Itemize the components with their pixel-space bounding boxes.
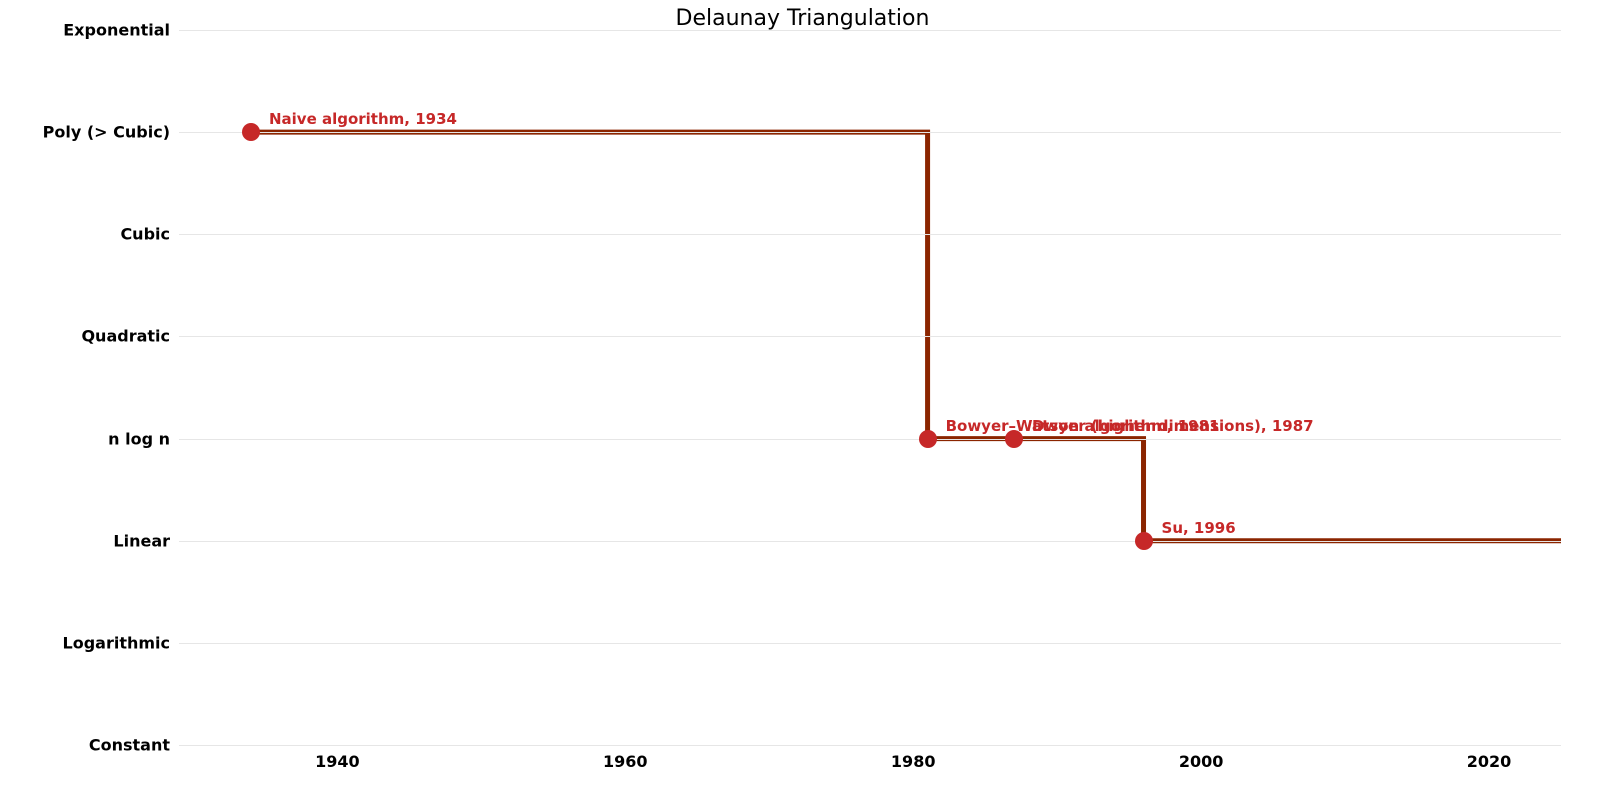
- data-point: [242, 123, 260, 141]
- gridline-y: [179, 643, 1561, 644]
- data-point-label: Naive algorithm, 1934: [269, 110, 457, 128]
- y-tick-label: Poly (> Cubic): [0, 123, 170, 142]
- data-point-label: Dwyer (higher dimensions), 1987: [1032, 417, 1314, 435]
- x-tick-label: 1940: [315, 752, 360, 771]
- gridline-y: [179, 541, 1561, 542]
- y-tick-label: Exponential: [0, 21, 170, 40]
- plot-svg: [0, 0, 1605, 795]
- x-tick-label: 1960: [603, 752, 648, 771]
- y-tick-label: Logarithmic: [0, 633, 170, 652]
- gridline-y: [179, 234, 1561, 235]
- x-tick-label: 2000: [1179, 752, 1224, 771]
- gridline-y: [179, 132, 1561, 133]
- chart-root: Delaunay Triangulation ConstantLogarithm…: [0, 0, 1605, 795]
- gridline-y: [179, 30, 1561, 31]
- y-tick-label: Linear: [0, 531, 170, 550]
- gridline-y: [179, 745, 1561, 746]
- data-point: [1135, 532, 1153, 550]
- y-tick-label: Constant: [0, 736, 170, 755]
- y-tick-label: Quadratic: [0, 327, 170, 346]
- y-tick-label: n log n: [0, 429, 170, 448]
- gridline-y: [179, 439, 1561, 440]
- x-tick-label: 1980: [891, 752, 936, 771]
- data-point-label: Su, 1996: [1162, 519, 1236, 537]
- gridline-y: [179, 336, 1561, 337]
- data-point: [1005, 430, 1023, 448]
- y-tick-label: Cubic: [0, 225, 170, 244]
- data-point: [919, 430, 937, 448]
- x-tick-label: 2020: [1467, 752, 1512, 771]
